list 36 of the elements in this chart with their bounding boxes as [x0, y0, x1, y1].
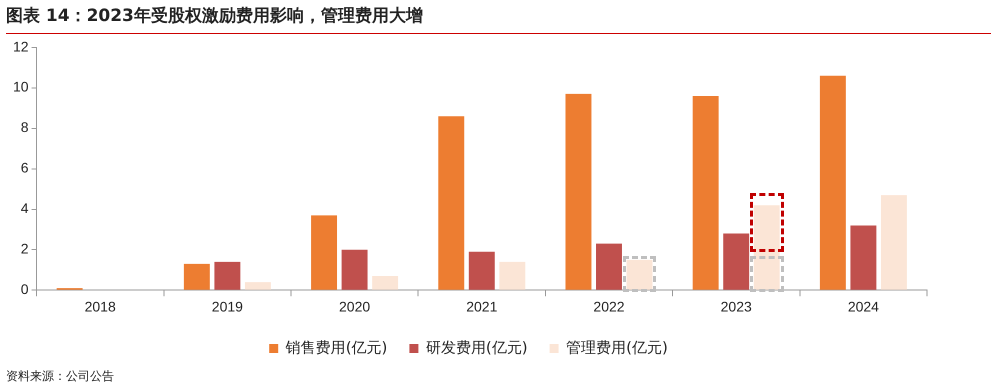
bar — [311, 215, 338, 290]
bar — [372, 276, 398, 290]
y-tick-label: 10 — [12, 78, 29, 95]
legend-label: 管理费用(亿元) — [566, 338, 668, 356]
y-tick-label: 2 — [20, 240, 29, 257]
bar — [214, 262, 240, 290]
x-tick-label: 2024 — [848, 298, 880, 314]
bar — [692, 96, 719, 290]
y-tick-label: 12 — [12, 38, 29, 54]
y-tick-label: 4 — [20, 200, 29, 216]
x-tick-label: 2022 — [593, 298, 625, 314]
text: 资料来源：公司公告 — [6, 368, 114, 385]
bar — [244, 282, 271, 290]
x-tick-label: 2023 — [720, 298, 752, 314]
x-tick-label: 2020 — [339, 298, 370, 314]
bar — [499, 262, 526, 290]
chart-title: 图表 14：2023年受股权激励费用影响，管理费用大增 — [6, 4, 991, 34]
legend-label: 研发费用(亿元) — [426, 338, 528, 356]
bar — [565, 94, 592, 290]
bar — [880, 195, 907, 290]
x-tick-label: 2021 — [466, 298, 498, 314]
y-tick-label: 6 — [20, 160, 29, 176]
y-tick-label: 8 — [20, 119, 29, 136]
bar — [754, 205, 780, 290]
x-tick-label: 2019 — [212, 298, 244, 314]
bar — [184, 264, 210, 290]
x-tick-label: 2018 — [84, 298, 116, 314]
bar — [596, 244, 622, 290]
legend-label: 销售费用(亿元) — [284, 338, 388, 356]
bar — [820, 76, 846, 290]
bar — [342, 250, 368, 290]
bar — [468, 252, 495, 290]
bar — [723, 234, 750, 290]
bar — [438, 116, 464, 290]
bar — [850, 225, 876, 290]
y-tick-label: 0 — [20, 281, 29, 298]
